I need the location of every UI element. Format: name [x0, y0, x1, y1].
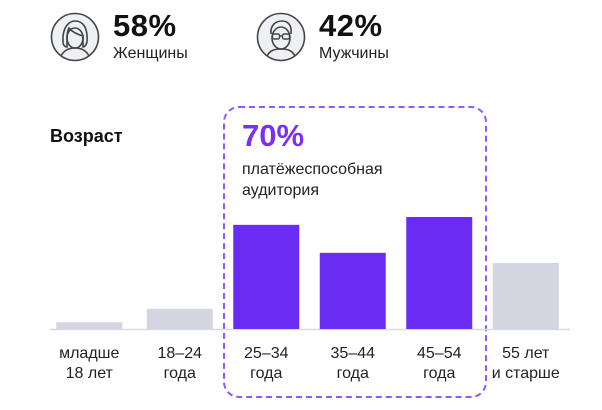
tick-label-5-line-1: и старше — [491, 365, 560, 382]
tick-label-1: 18–24 года — [137, 344, 223, 384]
highlight-desc-line-1: платёжеспособная — [242, 161, 383, 178]
tick-label-5: 55 лет и старше — [483, 344, 569, 384]
highlight-frame — [223, 106, 487, 398]
tick-label-2-line-0: 25–34 — [244, 345, 289, 362]
tick-label-3-line-1: года — [336, 365, 369, 382]
tick-label-3: 35–44 года — [310, 344, 396, 384]
tick-label-3-line-0: 35–44 — [330, 345, 376, 362]
highlight-description: платёжеспособная аудитория — [242, 159, 472, 201]
female-percent: 58% — [113, 8, 177, 43]
highlight-percent: 70% — [242, 118, 305, 153]
tick-label-2-line-1: года — [250, 365, 283, 382]
bar-2 — [233, 224, 300, 329]
bar-1 — [146, 308, 213, 329]
bar-5 — [492, 262, 559, 329]
tick-label-0-line-0: младше — [59, 345, 120, 362]
male-label: Мужчины — [319, 45, 389, 62]
bar-3 — [319, 252, 386, 329]
tick-label-4-line-0: 45–54 — [417, 345, 462, 362]
chart-title: Возраст — [50, 126, 123, 146]
tick-label-0: младше 18 лет — [46, 344, 132, 384]
male-percent: 42% — [319, 8, 383, 43]
tick-label-4: 45–54 года — [396, 344, 482, 384]
male-avatar-icon — [256, 12, 306, 62]
female-label: Женщины — [113, 45, 188, 62]
bar-0 — [56, 322, 123, 329]
highlight-desc-line-2: аудитория — [242, 182, 320, 199]
female-avatar-icon — [50, 12, 100, 62]
tick-label-0-line-1: 18 лет — [65, 365, 113, 382]
female-stat: 58% Женщины — [50, 9, 188, 65]
male-stat: 42% Мужчины — [256, 9, 389, 65]
tick-label-2: 25–34 года — [223, 344, 309, 384]
tick-label-5-line-0: 55 лет — [502, 345, 550, 362]
tick-label-1-line-0: 18–24 — [157, 345, 203, 362]
bar-4 — [406, 217, 473, 329]
tick-label-1-line-1: года — [163, 365, 196, 382]
tick-label-4-line-1: года — [423, 365, 456, 382]
